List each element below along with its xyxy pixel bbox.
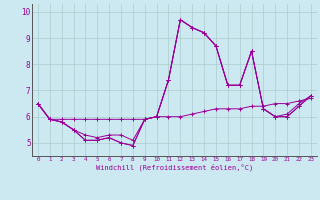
X-axis label: Windchill (Refroidissement éolien,°C): Windchill (Refroidissement éolien,°C)	[96, 164, 253, 171]
